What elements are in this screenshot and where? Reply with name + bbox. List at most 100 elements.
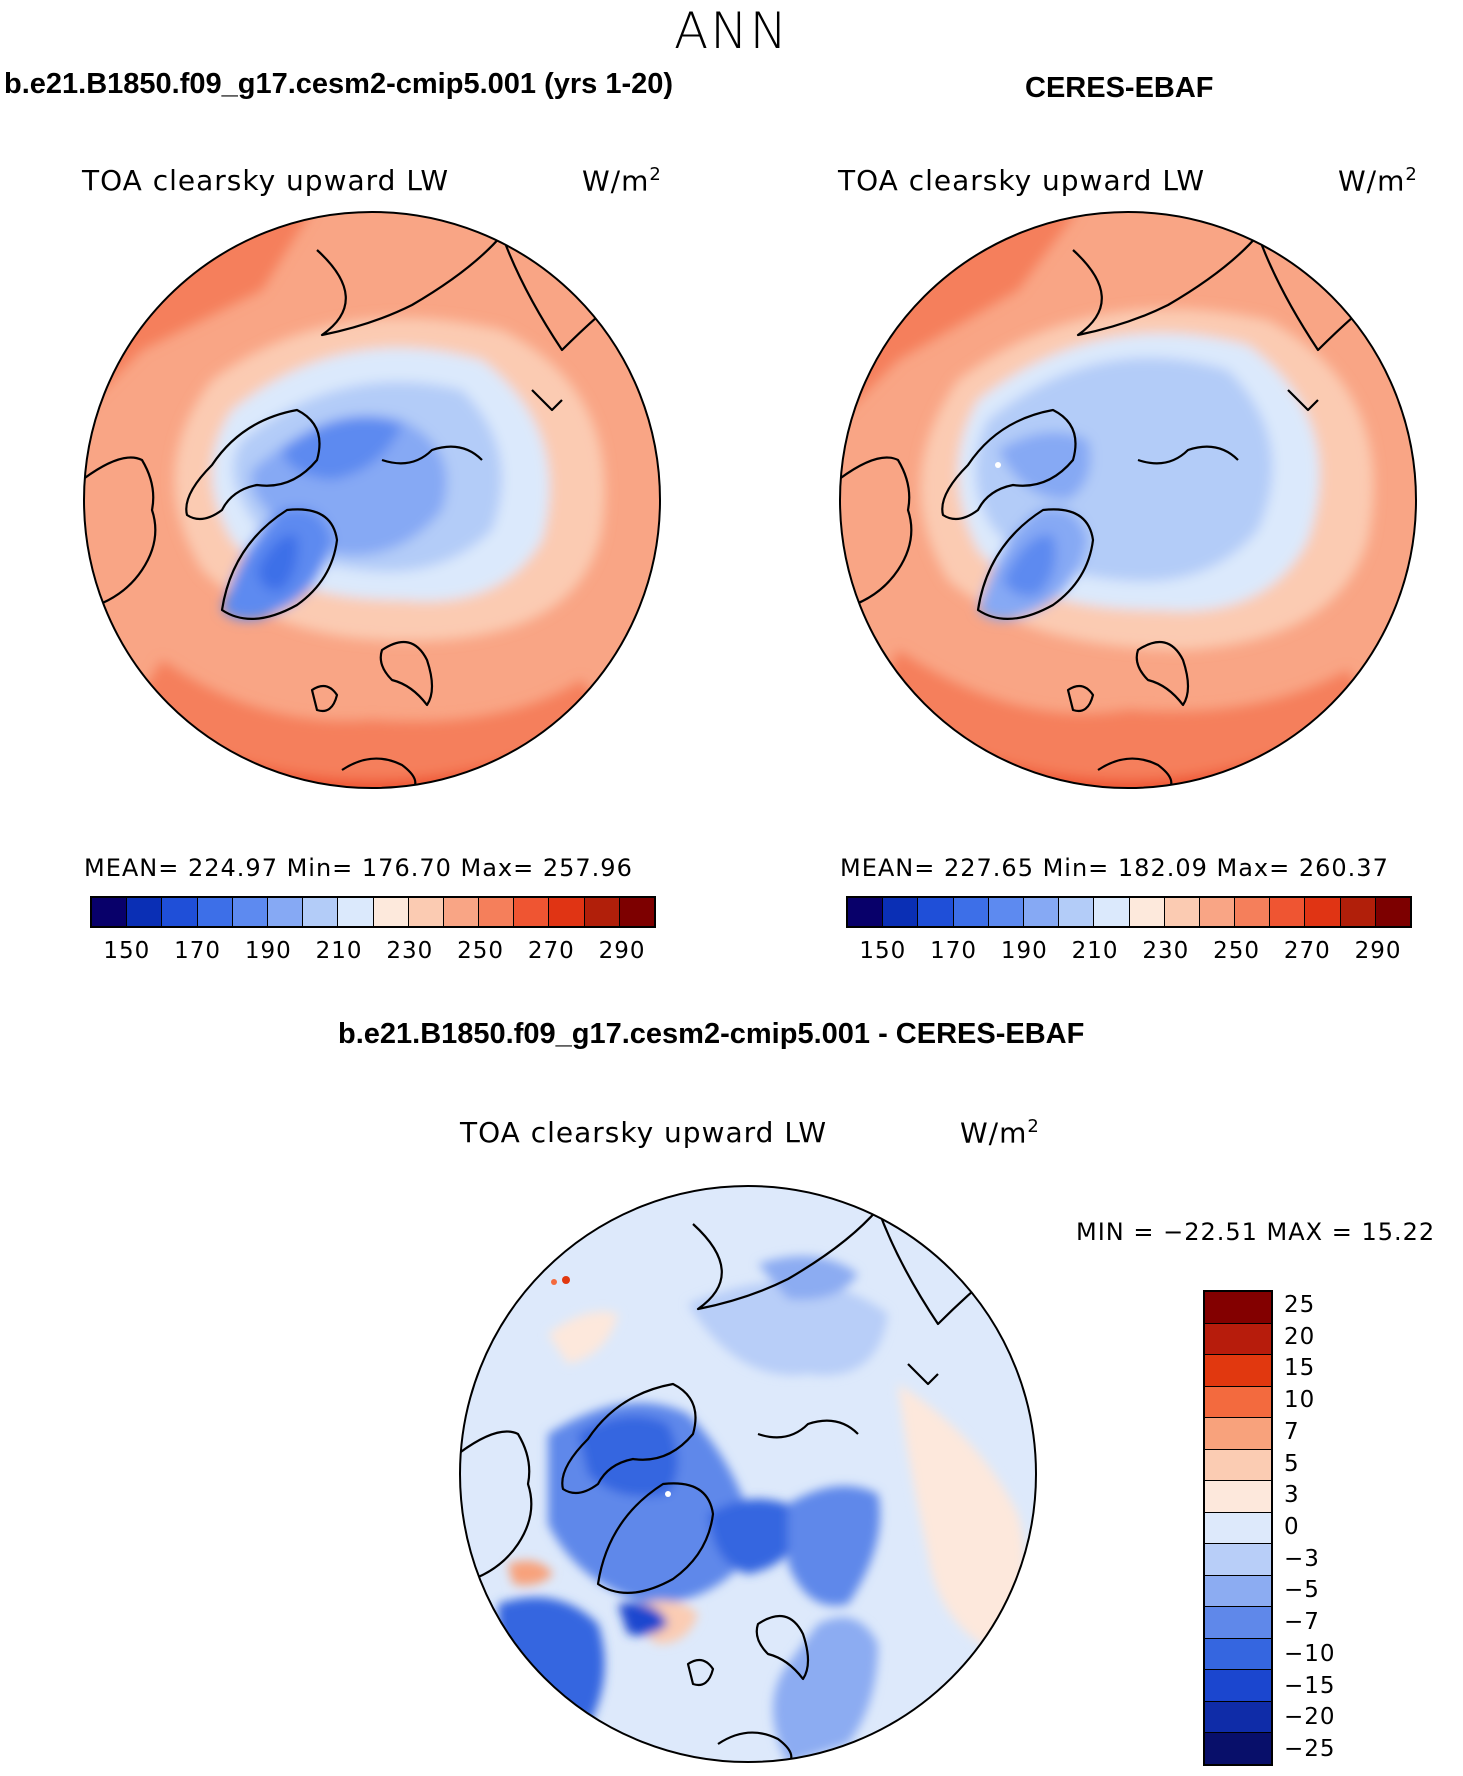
diff-colorbar-tick: 3 <box>1284 1482 1300 1509</box>
diff-variable-title: TOA clearsky upward LW <box>460 1116 828 1149</box>
obs-colorbar-box <box>1340 898 1376 926</box>
model-colorbar-box <box>92 898 128 926</box>
diff-colorbar-tick: −7 <box>1284 1609 1320 1636</box>
obs-colorbar-box <box>883 898 919 926</box>
model-colorbar-box <box>373 898 409 926</box>
obs-colorbar-box <box>1059 898 1095 926</box>
diff-colorbar-tick: −25 <box>1284 1736 1336 1763</box>
diff-colorbar-box <box>1205 1323 1271 1356</box>
model-colorbar-box <box>127 898 163 926</box>
obs-colorbar <box>846 896 1412 928</box>
obs-colorbar-tick: 270 <box>1283 938 1331 964</box>
model-colorbar-box <box>162 898 198 926</box>
obs-colorbar-box <box>1235 898 1271 926</box>
diff-colorbar-tick: 5 <box>1284 1450 1300 1477</box>
model-colorbar-box <box>303 898 339 926</box>
obs-colorbar-tick: 250 <box>1213 938 1261 964</box>
diff-colorbar-box <box>1205 1670 1271 1702</box>
model-colorbar-tick: 230 <box>386 938 434 964</box>
model-colorbar-tick: 190 <box>244 938 292 964</box>
diff-colorbar-tick: −3 <box>1284 1545 1320 1572</box>
obs-variable-title: TOA clearsky upward LW <box>838 164 1206 197</box>
diff-map <box>459 1185 1037 1763</box>
obs-colorbar-ticks: 150 170 190 210 230 250 270 290 <box>846 938 1412 968</box>
diff-case-title: b.e21.B1850.f09_g17.cesm2-cmip5.001 - CE… <box>338 1018 1085 1050</box>
model-colorbar-box <box>514 898 550 926</box>
model-colorbar-box <box>408 898 444 926</box>
model-map <box>83 211 661 789</box>
diff-colorbar-tick: 20 <box>1284 1323 1316 1350</box>
diff-colorbar-ticks: 25 20 15 10 7 5 3 0 −3 −5 −7 −10 −15 −20 −25 <box>1284 1290 1364 1766</box>
diff-colorbar-box <box>1205 1292 1271 1324</box>
model-case-title: b.e21.B1850.f09_g17.cesm2-cmip5.001 (yrs… <box>4 68 674 100</box>
obs-colorbar-box <box>1199 898 1236 926</box>
model-colorbar-tick: 250 <box>457 938 505 964</box>
obs-colorbar-tick: 150 <box>859 938 907 964</box>
model-colorbar-box <box>267 898 304 926</box>
obs-colorbar-tick: 230 <box>1142 938 1190 964</box>
diff-colorbar-box <box>1205 1544 1271 1576</box>
diff-colorbar-box <box>1205 1575 1271 1608</box>
diff-colorbar-box <box>1205 1481 1271 1513</box>
obs-stats: MEAN= 227.65 Min= 182.09 Max= 260.37 <box>840 854 1389 882</box>
model-units: W/m2 <box>582 164 662 198</box>
model-stats: MEAN= 224.97 Min= 176.70 Max= 257.96 <box>84 854 633 882</box>
diff-colorbar-tick: 15 <box>1284 1355 1316 1382</box>
diff-colorbar-box <box>1205 1733 1271 1764</box>
model-colorbar-tick: 170 <box>174 938 222 964</box>
obs-colorbar-box <box>1375 898 1410 926</box>
model-colorbar-box <box>584 898 620 926</box>
diff-colorbar-tick: −10 <box>1284 1640 1336 1667</box>
diff-colorbar-tick: −20 <box>1284 1704 1336 1731</box>
diff-colorbar <box>1203 1290 1273 1766</box>
model-colorbar-box <box>479 898 515 926</box>
diff-colorbar-box <box>1205 1449 1271 1482</box>
obs-colorbar-tick: 290 <box>1354 938 1402 964</box>
obs-colorbar-tick: 210 <box>1071 938 1119 964</box>
model-colorbar-tick: 150 <box>103 938 151 964</box>
obs-colorbar-box <box>1094 898 1130 926</box>
model-colorbar <box>90 896 656 928</box>
diff-colorbar-box <box>1205 1386 1271 1419</box>
diff-colorbar-box <box>1205 1418 1271 1450</box>
model-colorbar-tick: 290 <box>598 938 646 964</box>
diff-colorbar-box <box>1205 1512 1271 1545</box>
obs-colorbar-box <box>1023 898 1060 926</box>
obs-colorbar-tick: 190 <box>1000 938 1048 964</box>
diff-stats: MIN = −22.51 MAX = 15.22 <box>1076 1218 1436 1246</box>
model-colorbar-box <box>443 898 480 926</box>
obs-colorbar-tick: 170 <box>930 938 978 964</box>
model-colorbar-box <box>232 898 268 926</box>
model-colorbar-box <box>619 898 654 926</box>
obs-colorbar-box <box>1164 898 1200 926</box>
model-colorbar-box <box>338 898 374 926</box>
model-colorbar-box <box>549 898 585 926</box>
obs-colorbar-box <box>953 898 989 926</box>
obs-colorbar-box <box>918 898 954 926</box>
diff-colorbar-tick: 25 <box>1284 1291 1316 1318</box>
obs-colorbar-box <box>848 898 884 926</box>
obs-colorbar-box <box>1270 898 1306 926</box>
obs-colorbar-box <box>1129 898 1165 926</box>
obs-colorbar-box <box>1305 898 1341 926</box>
diff-colorbar-box <box>1205 1355 1271 1387</box>
model-colorbar-tick: 210 <box>315 938 363 964</box>
diff-units: W/m2 <box>960 1116 1040 1150</box>
model-colorbar-ticks: 150 170 190 210 230 250 270 290 <box>90 938 656 968</box>
diff-colorbar-tick: −15 <box>1284 1672 1336 1699</box>
diff-colorbar-tick: 10 <box>1284 1387 1316 1414</box>
season-title: ANN <box>673 2 789 60</box>
obs-colorbar-box <box>988 898 1024 926</box>
model-variable-title: TOA clearsky upward LW <box>82 164 450 197</box>
model-colorbar-tick: 270 <box>527 938 575 964</box>
model-colorbar-box <box>197 898 233 926</box>
obs-units: W/m2 <box>1338 164 1418 198</box>
obs-map <box>839 211 1417 789</box>
diff-colorbar-box <box>1205 1701 1271 1734</box>
diff-colorbar-box <box>1205 1638 1271 1671</box>
diff-colorbar-tick: −5 <box>1284 1577 1320 1604</box>
obs-case-title: CERES-EBAF <box>1025 72 1214 104</box>
diff-colorbar-box <box>1205 1607 1271 1639</box>
diff-colorbar-tick: 7 <box>1284 1418 1300 1445</box>
diff-colorbar-tick: 0 <box>1284 1514 1300 1540</box>
